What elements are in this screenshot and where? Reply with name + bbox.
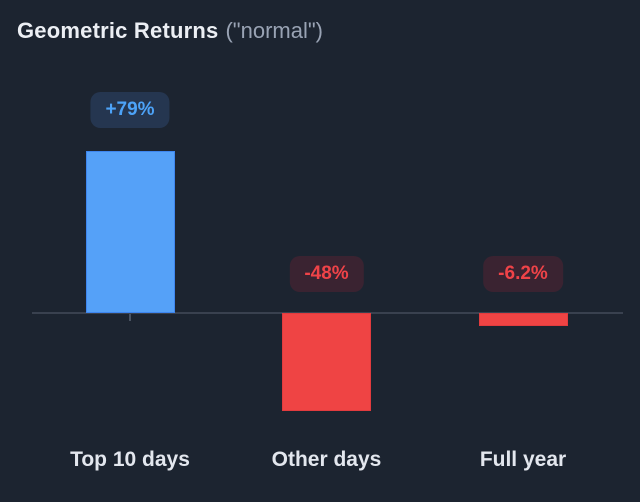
category-label-other-days: Other days xyxy=(271,448,382,471)
page-title: Geometric Returns xyxy=(17,18,219,43)
bar-other-days xyxy=(282,313,371,411)
value-badge-other-days: -48% xyxy=(289,256,364,292)
category-label-top-10-days: Top 10 days xyxy=(70,448,190,471)
bar-top-10-days xyxy=(85,151,175,313)
category-label-full-year: Full year xyxy=(479,448,567,471)
value-badge-full-year: -6.2% xyxy=(483,256,563,292)
chart-header: Geometric Returns ("normal") xyxy=(17,16,323,46)
axis-tick-top-10-days xyxy=(129,314,131,321)
value-badge-top-10-days: +79% xyxy=(90,92,170,128)
bar-full-year xyxy=(478,313,568,326)
page-subtitle: ("normal") xyxy=(225,18,323,43)
